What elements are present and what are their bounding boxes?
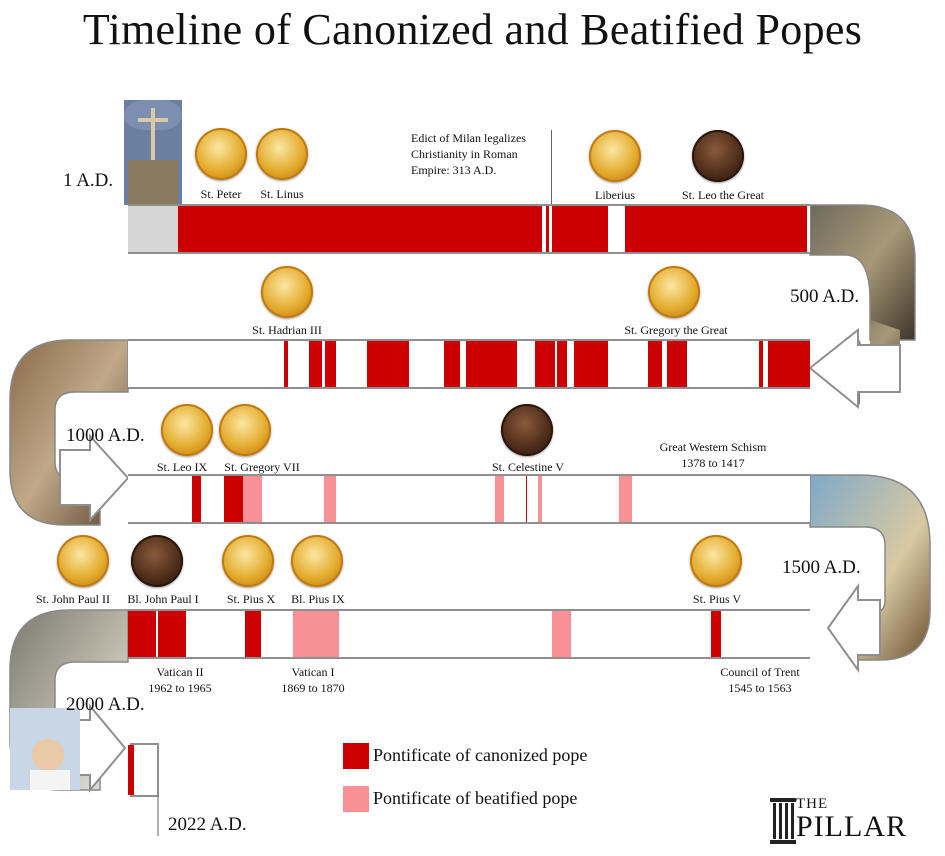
canonized-segment [325, 341, 336, 387]
annotation-vatican-ii: Vatican II 1962 to 1965 [148, 665, 212, 695]
canonized-segment [759, 341, 763, 387]
beatified-segment [324, 476, 336, 522]
era-label-2022ad: 2022 A.D. [168, 814, 247, 835]
timeline-row-3 [128, 474, 810, 524]
pope-portrait [692, 130, 744, 182]
pre-papacy-segment [128, 206, 178, 252]
logo-text-the: THE [796, 796, 829, 812]
pope-label: Bl. Pius IX [291, 592, 345, 606]
legend-swatch-beatified [343, 786, 369, 812]
pope-portrait [219, 404, 271, 456]
page-title: Timeline of Canonized and Beatified Pope… [82, 5, 863, 54]
canonized-segment [526, 476, 527, 522]
canonized-segment [648, 341, 662, 387]
pope-label: St. Linus [260, 187, 304, 201]
pope-portrait [261, 266, 313, 318]
pope-portrait [690, 535, 742, 587]
annotation-vatican-i: Vatican I 1869 to 1870 [281, 665, 345, 695]
beatified-segment [619, 476, 632, 522]
canonized-segment [245, 611, 261, 657]
pope-portrait [256, 128, 308, 180]
timeline-row-4 [128, 609, 810, 659]
logo-text-pillar: PILLAR [796, 810, 907, 843]
pope-portrait [222, 535, 274, 587]
beatified-segment [495, 476, 504, 522]
beatified-segment [293, 611, 339, 657]
pope-label: St. Gregory VII [224, 460, 300, 474]
pope-label: Liberius [595, 188, 635, 202]
annotation-edict-of-milan: Edict of Milan legalizes Christianity in… [411, 131, 526, 177]
era-label-1000ad: 1000 A.D. [66, 425, 145, 446]
canonized-segment [768, 341, 810, 387]
pope-portrait [501, 404, 553, 456]
canonized-segment [711, 611, 721, 657]
pope-label: St. Pius V [692, 592, 742, 606]
timeline-row-1 [128, 204, 810, 254]
canonized-segment [158, 611, 186, 657]
canonized-segment [444, 341, 460, 387]
pope-label: St. Leo the Great [682, 188, 764, 202]
column-icon [770, 798, 796, 844]
pope-label: St. Celestine V [491, 460, 565, 474]
canonized-segment [535, 341, 555, 387]
legend-swatch-canonized [343, 743, 369, 769]
pope-portrait [131, 535, 183, 587]
pope-label: St. Peter [200, 187, 242, 201]
era-label-1500ad: 1500 A.D. [782, 557, 861, 578]
canonized-segment [128, 611, 156, 657]
pope-portrait [648, 266, 700, 318]
canonized-segment [574, 341, 608, 387]
pope-label: St. Pius X [226, 592, 276, 606]
beatified-segment [538, 476, 542, 522]
canonized-segment [667, 341, 687, 387]
canonized-segment [192, 476, 201, 522]
timeline-row-2 [128, 339, 810, 389]
the-pillar-logo: THE PILLAR [768, 796, 928, 846]
pope-label: St. Gregory the Great [624, 323, 728, 337]
canonized-segment [178, 206, 542, 252]
era-label-500ad: 500 A.D. [790, 286, 860, 307]
pope-label: St. John Paul II [35, 592, 111, 606]
canonized-segment [367, 341, 409, 387]
canonized-segment [309, 341, 322, 387]
canonized-segment [284, 341, 288, 387]
canonized-segment [625, 206, 807, 252]
beatified-segment [243, 476, 262, 522]
canonized-segment [224, 476, 243, 522]
pope-portrait [57, 535, 109, 587]
canonized-segment [552, 206, 608, 252]
annotation-great-western-schism: Great Western Schism 1378 to 1417 [659, 440, 767, 470]
legend-label-beatified: Pontificate of beatified pope [373, 788, 578, 808]
pope-portrait [291, 535, 343, 587]
canonized-segment [546, 206, 549, 252]
legend-label-canonized: Pontificate of canonized pope [373, 745, 588, 765]
canonized-segment [466, 341, 517, 387]
era-label-2000ad: 2000 A.D. [66, 694, 145, 715]
pope-label: St. Leo IX [156, 460, 208, 474]
pope-label: Bl. John Paul I [127, 592, 199, 606]
pope-portrait [195, 128, 247, 180]
annotation-council-of-trent: Council of Trent 1545 to 1563 [720, 665, 800, 695]
edict-marker-line [551, 130, 552, 206]
pope-portrait [589, 130, 641, 182]
beatified-segment [552, 611, 571, 657]
pope-portrait [161, 404, 213, 456]
canonized-segment [557, 341, 567, 387]
era-label-1ad: 1 A.D. [63, 170, 114, 191]
pope-label: St. Hadrian III [252, 323, 322, 337]
